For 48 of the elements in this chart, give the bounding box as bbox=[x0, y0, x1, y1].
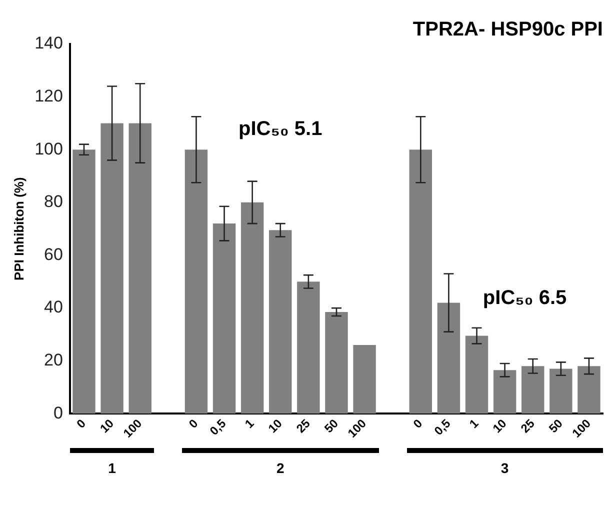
x-tick-label: 0 bbox=[74, 416, 89, 431]
y-tick-label: 20 bbox=[44, 350, 63, 370]
bar bbox=[72, 150, 96, 414]
x-tick-label: 50 bbox=[546, 416, 566, 436]
bar bbox=[578, 366, 600, 414]
x-tick-label: 50 bbox=[322, 416, 342, 436]
bar bbox=[550, 368, 572, 414]
y-tick-label: 80 bbox=[44, 192, 63, 212]
x-tick-label: 100 bbox=[120, 416, 145, 440]
x-tick-label: 10 bbox=[97, 416, 117, 436]
x-tick-label: 1 bbox=[242, 416, 258, 431]
bar bbox=[353, 345, 376, 414]
x-tick-label: 10 bbox=[490, 416, 510, 436]
bar bbox=[184, 150, 208, 414]
bar bbox=[212, 224, 236, 414]
bar bbox=[493, 370, 516, 414]
text: 3 bbox=[500, 460, 510, 476]
x-tick-label: 25 bbox=[294, 416, 314, 436]
y-tick-label: 100 bbox=[34, 139, 63, 158]
bar bbox=[297, 282, 320, 414]
chart-title: TPR2A- HSP90c PPI bbox=[412, 18, 603, 41]
bar bbox=[240, 202, 264, 414]
x-tick-label: 25 bbox=[518, 416, 538, 436]
y-tick-label: 120 bbox=[34, 86, 63, 106]
text: 2 bbox=[275, 460, 286, 476]
annotation: pIC₅₀ 6.5 bbox=[482, 286, 567, 310]
y-axis-title: PPI Inhibiton (%) bbox=[11, 177, 26, 280]
bar bbox=[437, 302, 460, 414]
x-tick-label: 0 bbox=[186, 416, 201, 431]
y-tick-label: 60 bbox=[44, 244, 63, 264]
bar bbox=[522, 366, 544, 414]
bar bbox=[269, 230, 292, 414]
bar bbox=[325, 312, 348, 414]
x-tick-label: 0,5 bbox=[431, 416, 454, 438]
bar bbox=[465, 336, 488, 414]
x-tick-label: 1 bbox=[466, 416, 482, 431]
x-tick-label: 0,5 bbox=[207, 416, 229, 438]
bar bbox=[128, 123, 152, 414]
y-tick-label: 40 bbox=[44, 298, 63, 317]
bar bbox=[100, 123, 124, 414]
y-tick-label: 140 bbox=[34, 34, 63, 53]
x-tick-label: 10 bbox=[265, 416, 286, 436]
x-tick-label: 0 bbox=[410, 416, 426, 431]
text: 1 bbox=[107, 460, 117, 476]
annotation: pIC₅₀ 5.1 bbox=[238, 118, 322, 141]
bar bbox=[409, 150, 432, 414]
x-tick-label: 100 bbox=[569, 416, 594, 440]
x-tick-label: 100 bbox=[344, 416, 370, 440]
